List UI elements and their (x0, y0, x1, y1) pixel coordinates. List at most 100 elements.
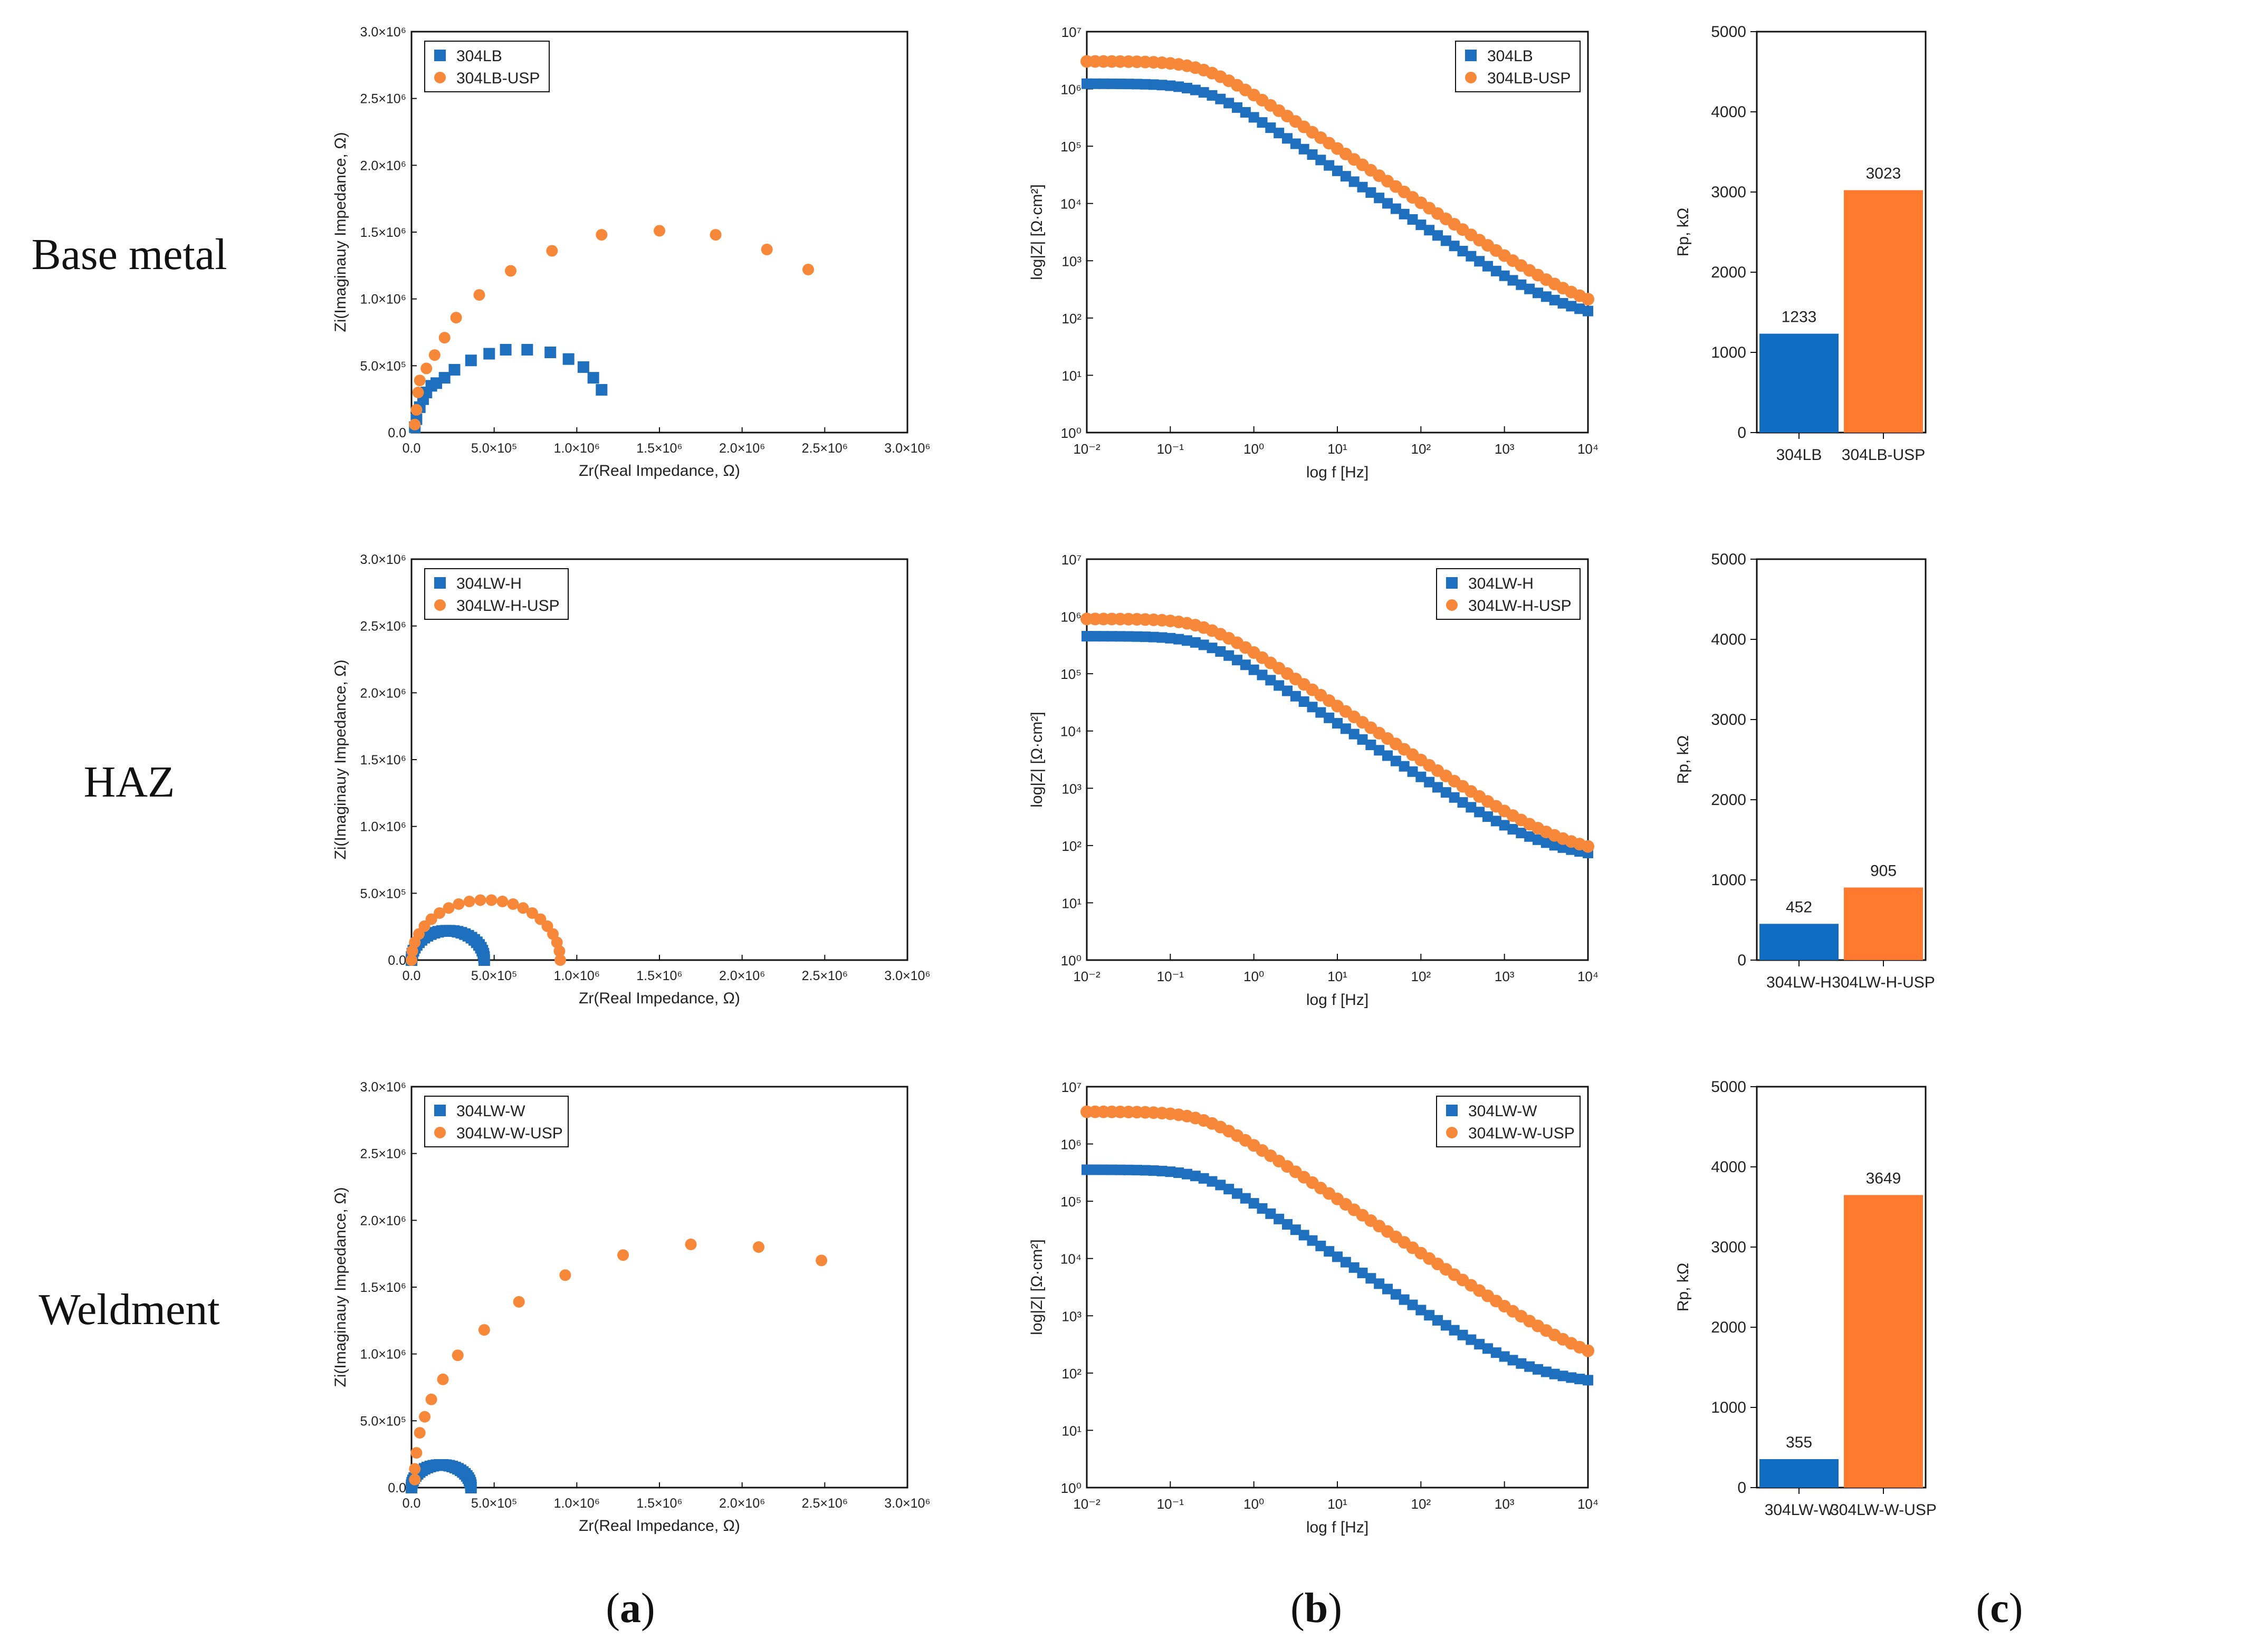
bode-weld-s1-point-4 (1115, 1164, 1126, 1175)
bode-weld-s1-point-60 (1583, 1375, 1593, 1386)
bar-base-bar-1 (1759, 333, 1839, 433)
bode-weld-s1-point-53 (1524, 1361, 1535, 1372)
nyquist-weld-s2-point-2 (410, 1447, 423, 1459)
nyquist-weld-s2-point-8 (478, 1324, 490, 1336)
bar-weld-ylabel: Rp, kΩ (1674, 1263, 1692, 1311)
bode-weld-s1-point-32 (1348, 1262, 1360, 1273)
bode-base-s1-point-37 (1390, 203, 1401, 214)
bar-weld-ytick-0: 0 (1737, 1479, 1746, 1497)
bode-weld-s1-point-39 (1407, 1299, 1418, 1310)
nyquist-base: 0.0 5.0×10⁵ 1.0×10⁶ 1.5×10⁶ 2.0×10⁶ 2.5×10⁶ 3.… (332, 25, 931, 480)
bar-haz-plot-frame (1756, 558, 1927, 961)
bode-base-s1-point-27 (1307, 149, 1318, 160)
bode-weld-s1-point-1 (1089, 1164, 1100, 1175)
bode-weld-s1-point-44 (1449, 1325, 1460, 1336)
nyquist-weld-s2-point-1 (409, 1463, 421, 1475)
nyquist-base-s2-point-11 (596, 229, 608, 241)
bode-haz-legend: 304LW-H 304LW-H-USP (1436, 568, 1581, 620)
bode-haz-s1-point-16 (1215, 646, 1226, 657)
bode-base-s1-point-22 (1265, 122, 1276, 133)
bode-weld-xlabel: log f [Hz] (1306, 1519, 1369, 1536)
panel-label-a-letter: a (620, 1585, 641, 1632)
bode-haz-s1-point-9 (1156, 632, 1168, 643)
bode-weld-s2-point-60 (1582, 1344, 1594, 1357)
bode-weld-s1-point-51 (1507, 1355, 1518, 1366)
nyquist-haz-xtick-5: 2.5×10⁶ (802, 969, 848, 983)
bode-weld-s1-point-28 (1315, 1240, 1326, 1251)
bode-base-ytick-4: 10⁴ (1060, 196, 1082, 212)
bar-base-value-label-1: 1233 (1782, 309, 1817, 326)
row-label-base-metal: Base metal (32, 230, 227, 279)
nyquist-weld-ytick-3: 1.5×10⁶ (360, 1280, 406, 1295)
bode-base-s1-point-49 (1490, 265, 1501, 276)
bode-haz-s1-point-3 (1106, 631, 1117, 642)
bode-weld-s1-point-36 (1382, 1283, 1393, 1295)
nyquist-haz: 0.0 5.0×10⁵ 1.0×10⁶ 1.5×10⁶ 2.0×10⁶ 2.5×10⁶ 3.… (332, 552, 931, 1007)
bode-weld-s1-point-21 (1257, 1203, 1268, 1214)
bar-base-value-label-2: 3023 (1866, 165, 1901, 183)
bode-base-ytick-5: 10⁵ (1060, 139, 1082, 155)
panel-label-a: (a) (606, 1585, 655, 1632)
bode-base-xtick-6: 10⁴ (1577, 441, 1599, 457)
nyquist-base-s2-point-8 (473, 289, 485, 301)
bar-weld-value-label-1: 355 (1786, 1434, 1812, 1451)
nyquist-haz-s2-point-14 (517, 902, 529, 914)
bode-weld-legend-box (1436, 1096, 1581, 1147)
bode-base-s1-point-59 (1574, 303, 1585, 314)
bode-weld-legend: 304LW-W 304LW-W-USP (1436, 1096, 1581, 1147)
bode-base-s1-point-35 (1374, 193, 1385, 204)
bode-haz-s1-point-53 (1524, 831, 1535, 842)
bode-base-xtick-5: 10³ (1495, 441, 1515, 457)
nyquist-weld-s1-point-29 (465, 1482, 477, 1493)
nyquist-weld-s2-point-9 (513, 1296, 525, 1308)
panel-label-b-letter: b (1305, 1585, 1328, 1632)
nyquist-haz-ytick-0: 0.0 (388, 953, 406, 968)
bode-base-s1-point-28 (1315, 155, 1326, 166)
nyquist-base-s1-point-7 (438, 372, 451, 384)
bode-haz-s1-point-26 (1298, 696, 1309, 707)
panel-label-c-letter: c (1990, 1585, 2009, 1632)
bode-haz-s1-point-10 (1165, 632, 1176, 644)
bode-haz-s1-point-35 (1374, 745, 1385, 756)
bode-haz-s1-point-52 (1516, 828, 1527, 839)
bode-haz-s1-point-14 (1198, 639, 1209, 650)
nyquist-weld-xtick-2: 1.0×10⁶ (554, 1496, 600, 1511)
bode-base-s1-point-53 (1524, 283, 1535, 294)
bode-haz-s1-point-54 (1533, 834, 1543, 845)
bode-haz-s1-point-39 (1407, 766, 1418, 777)
bode-haz-xtick-2: 10⁰ (1243, 969, 1264, 984)
bode-base-s1-point-23 (1274, 128, 1285, 139)
nyquist-base-xtick-0: 0.0 (403, 441, 421, 456)
bode-weld-s1-point-52 (1516, 1358, 1527, 1369)
bode-haz-s1-point-24 (1282, 685, 1293, 696)
nyquist-haz-s2-point-12 (496, 895, 509, 907)
bode-weld-s1-point-30 (1332, 1251, 1343, 1262)
bode-haz-legend-box (1436, 568, 1581, 620)
bode-weld-ytick-1: 10¹ (1061, 1423, 1082, 1439)
nyquist-haz-s1-point-29 (478, 954, 490, 966)
nyquist-haz-s2-point-0 (406, 954, 417, 966)
bode-base-s1-point-2 (1098, 78, 1109, 89)
nyquist-weld-xtick-4: 2.0×10⁶ (719, 1496, 765, 1511)
bode-base-ytick-0: 10⁰ (1061, 425, 1082, 441)
bode-weld-s1-point-43 (1440, 1320, 1451, 1331)
bode-base-s1-point-47 (1474, 256, 1485, 267)
bar-haz-category-2: 304LW-H-USP (1832, 974, 1935, 991)
bode-base-legend-marker-2 (1465, 72, 1477, 83)
bode-base-xtick-2: 10⁰ (1243, 441, 1264, 457)
bode-base-s1-point-34 (1365, 187, 1376, 198)
bode-weld-s1-point-8 (1148, 1165, 1159, 1176)
nyquist-base-s2-point-2 (412, 387, 424, 398)
bode-weld-s1-point-0 (1082, 1164, 1092, 1175)
bode-haz-s1-point-45 (1457, 797, 1468, 808)
bode-weld-s1-point-15 (1207, 1176, 1218, 1187)
bode-weld-legend-label-2: 304LW-W-USP (1468, 1125, 1575, 1142)
bode-base-s1-point-46 (1466, 251, 1477, 262)
bode-haz-ytick-5: 10⁵ (1060, 666, 1082, 682)
bode-base-ytick-7: 10⁷ (1061, 24, 1082, 40)
nyquist-weld-legend-label-1: 304LW-W (456, 1103, 525, 1120)
bode-haz-xtick-6: 10⁴ (1577, 969, 1599, 984)
bode-base-s1-point-9 (1156, 80, 1168, 91)
nyquist-base-s2-point-10 (546, 245, 558, 257)
bode-haz-s1-point-18 (1232, 655, 1242, 666)
